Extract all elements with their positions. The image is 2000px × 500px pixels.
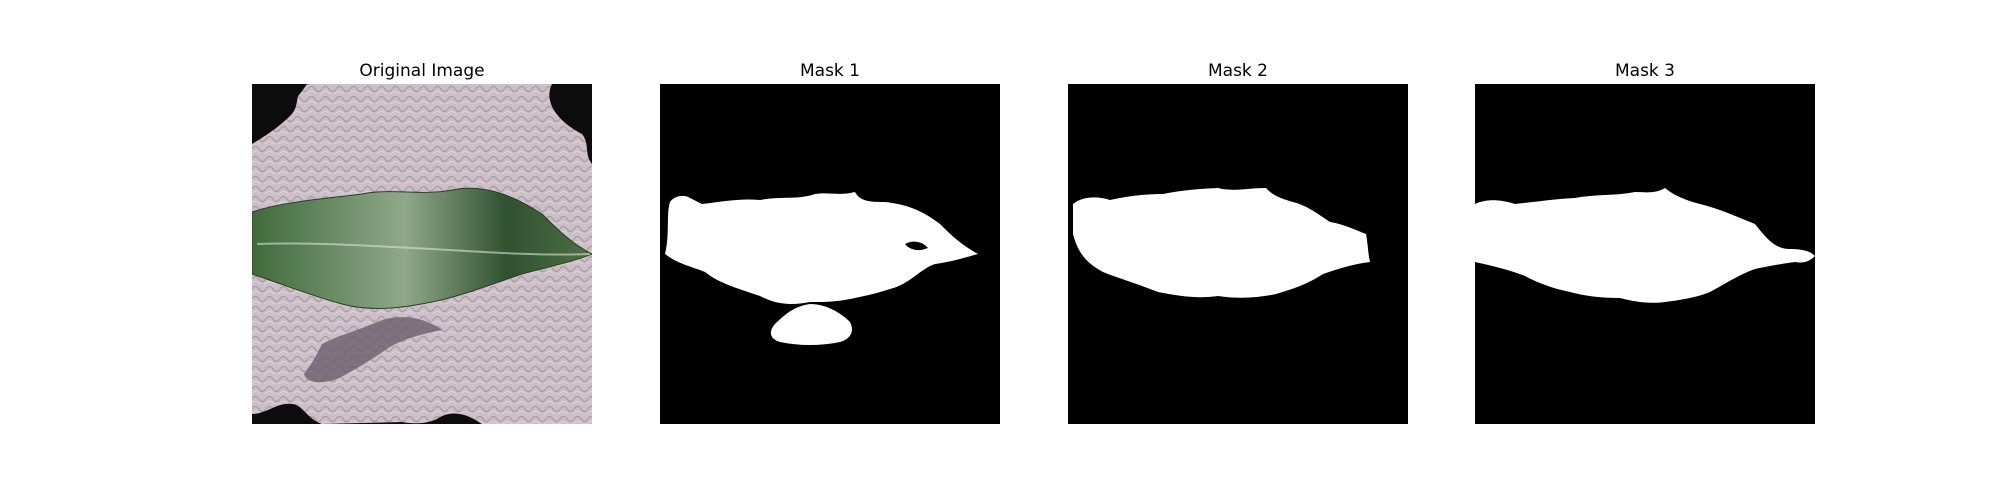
- mask-foreground: [665, 192, 978, 304]
- mask-hole: [905, 241, 928, 251]
- mask-foreground: [1073, 188, 1370, 298]
- mask-1: [660, 84, 1000, 424]
- fabric-dark-corner: [252, 84, 307, 132]
- mask-foreground-blob: [770, 304, 852, 345]
- mask-3: [1475, 84, 1815, 424]
- panel-title: Mask 1: [799, 61, 860, 81]
- panel-title: Mask 2: [1207, 61, 1268, 81]
- panel-title: Mask 3: [1614, 61, 1675, 81]
- mask-2: [1068, 84, 1408, 424]
- mask-foreground: [1475, 188, 1815, 303]
- shadow-region: [304, 317, 442, 383]
- panel-mask-1: Mask 1: [660, 59, 1000, 439]
- panel-mask-2: Mask 2: [1068, 59, 1408, 439]
- panel-mask-3: Mask 3: [1475, 59, 1815, 439]
- panel-title: Original Image: [359, 61, 485, 81]
- panel-original-image: Original Image: [252, 59, 592, 439]
- leaf-vein: [256, 242, 591, 256]
- original-image: [252, 84, 592, 424]
